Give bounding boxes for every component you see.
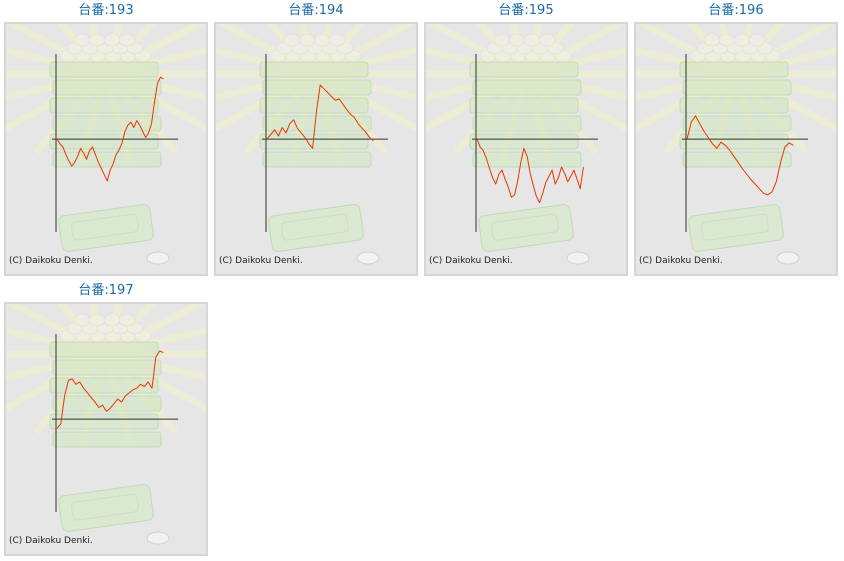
copyright-label: (C) Daikoku Denki. xyxy=(219,256,303,266)
payout-series-line xyxy=(266,84,374,149)
slot-background-illustration xyxy=(426,24,626,265)
green-tray-stack xyxy=(259,61,372,168)
machine-graph[interactable]: (C) Daikoku Denki. xyxy=(4,22,208,276)
copyright-label: (C) Daikoku Denki. xyxy=(9,256,93,266)
green-tray-stack xyxy=(679,61,792,168)
payout-chart xyxy=(52,54,178,232)
green-tray-stack xyxy=(49,341,162,448)
green-tray-stack xyxy=(469,61,582,168)
machine-title[interactable]: 台番:195 xyxy=(498,3,554,18)
small-dish-shape xyxy=(146,251,170,265)
payout-series-line xyxy=(56,76,164,182)
machine-graph[interactable]: (C) Daikoku Denki. xyxy=(214,22,418,276)
small-dish-shape xyxy=(566,251,590,265)
bottom-tray-shape xyxy=(478,204,574,252)
small-dish-shape xyxy=(356,251,380,265)
payout-chart xyxy=(262,54,388,232)
machine-title[interactable]: 台番:196 xyxy=(708,3,764,18)
payout-chart xyxy=(682,54,808,232)
payout-series-line xyxy=(686,115,794,196)
machine-graph[interactable]: (C) Daikoku Denki. xyxy=(634,22,838,276)
machine-title[interactable]: 台番:193 xyxy=(78,3,134,18)
bottom-tray-shape xyxy=(688,204,784,252)
rice-pile-shape xyxy=(479,33,572,63)
machine-title[interactable]: 台番:197 xyxy=(78,283,134,298)
bottom-tray-shape xyxy=(268,204,364,252)
machine-graph[interactable]: (C) Daikoku Denki. xyxy=(4,302,208,556)
rice-pile-shape xyxy=(59,313,152,343)
payout-series-line xyxy=(56,350,164,429)
payout-chart xyxy=(472,54,598,232)
green-tray-stack xyxy=(49,61,162,168)
rice-pile-shape xyxy=(689,33,782,63)
payout-chart xyxy=(52,334,178,512)
rice-pile-shape xyxy=(59,33,152,63)
rice-pile-shape xyxy=(269,33,362,63)
slot-background-illustration xyxy=(6,24,206,265)
machine-graph[interactable]: (C) Daikoku Denki. xyxy=(424,22,628,276)
copyright-label: (C) Daikoku Denki. xyxy=(639,256,723,266)
small-dish-shape xyxy=(776,251,800,265)
payout-series-line xyxy=(476,138,584,204)
small-dish-shape xyxy=(146,531,170,545)
copyright-label: (C) Daikoku Denki. xyxy=(429,256,513,266)
slot-background-illustration xyxy=(6,304,206,545)
slot-background-illustration xyxy=(216,24,416,265)
copyright-label: (C) Daikoku Denki. xyxy=(9,536,93,546)
bottom-tray-shape xyxy=(58,484,154,532)
slot-background-illustration xyxy=(636,24,836,265)
machine-title[interactable]: 台番:194 xyxy=(288,3,344,18)
bottom-tray-shape xyxy=(58,204,154,252)
